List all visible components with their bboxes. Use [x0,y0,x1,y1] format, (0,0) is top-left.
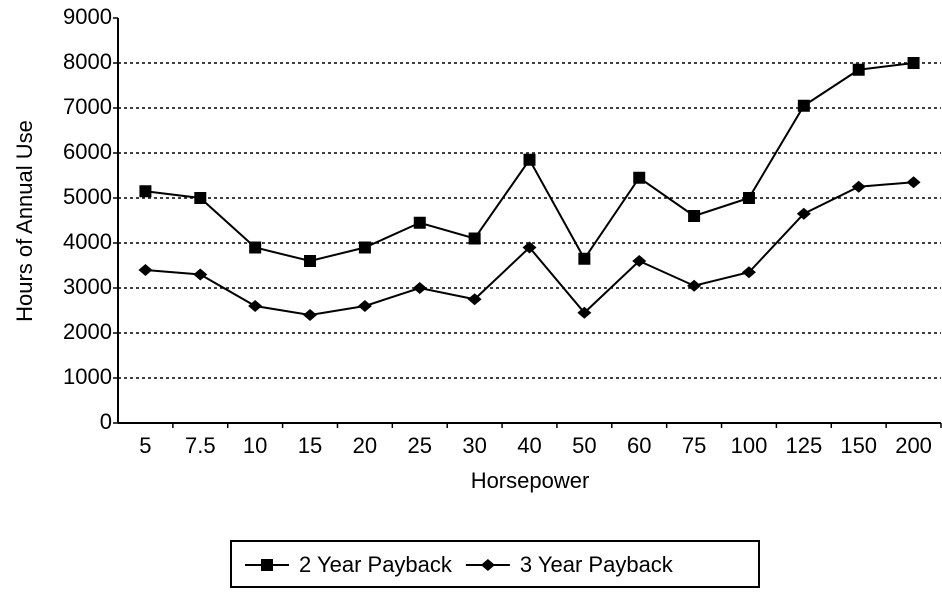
x-tick-label: 5 [139,433,151,458]
y-tick-label: 3000 [63,274,112,299]
marker [741,266,756,279]
y-axis-label: Hours of Annual Use [12,120,37,322]
x-tick-label: 30 [462,433,486,458]
x-tick-label: 150 [840,433,877,458]
legend-label: 3 Year Payback [520,552,674,577]
y-tick-label: 6000 [63,139,112,164]
marker [688,210,701,222]
marker [138,264,153,276]
marker [413,216,426,229]
marker [303,309,318,321]
marker [261,559,273,571]
y-tick-label: 0 [100,409,112,434]
marker [139,185,152,198]
marker [796,207,811,220]
x-tick-label: 10 [243,433,267,458]
marker [687,279,702,292]
marker [248,300,263,312]
marker [522,241,537,254]
y-tick-label: 5000 [63,184,112,209]
marker [467,293,482,306]
marker [742,192,755,204]
x-tick-label: 40 [517,433,541,458]
marker [906,176,921,189]
y-tick-label: 7000 [63,94,112,119]
y-tick-label: 9000 [63,4,112,29]
marker [412,282,427,294]
marker [193,268,208,281]
marker [480,559,495,571]
x-tick-label: 200 [895,433,932,458]
x-tick-label: 100 [731,433,768,458]
marker [851,180,866,193]
marker [358,241,371,254]
x-axis-label: Horsepower [471,468,590,493]
x-tick-label: 7.5 [185,433,216,458]
x-tick-label: 50 [572,433,596,458]
legend-label: 2 Year Payback [299,552,453,577]
legend: 2 Year Payback 3 Year Payback [230,540,760,588]
x-tick-label: 125 [785,433,822,458]
marker [852,63,865,76]
y-tick-label: 1000 [63,364,112,389]
marker [907,57,920,69]
x-tick-label: 15 [298,433,322,458]
x-tick-label: 75 [682,433,706,458]
marker [797,99,810,112]
marker [523,153,536,166]
marker [194,192,207,204]
marker [578,252,591,265]
y-tick-label: 2000 [63,319,112,344]
marker [357,300,372,312]
marker [304,255,317,267]
x-tick-label: 60 [627,433,651,458]
x-tick-label: 20 [353,433,377,458]
x-tick-label: 25 [408,433,432,458]
marker [468,232,481,245]
y-tick-label: 4000 [63,229,112,254]
marker [249,241,262,254]
marker [577,306,592,319]
marker [633,171,646,184]
y-tick-label: 8000 [63,49,112,74]
marker [632,255,647,267]
